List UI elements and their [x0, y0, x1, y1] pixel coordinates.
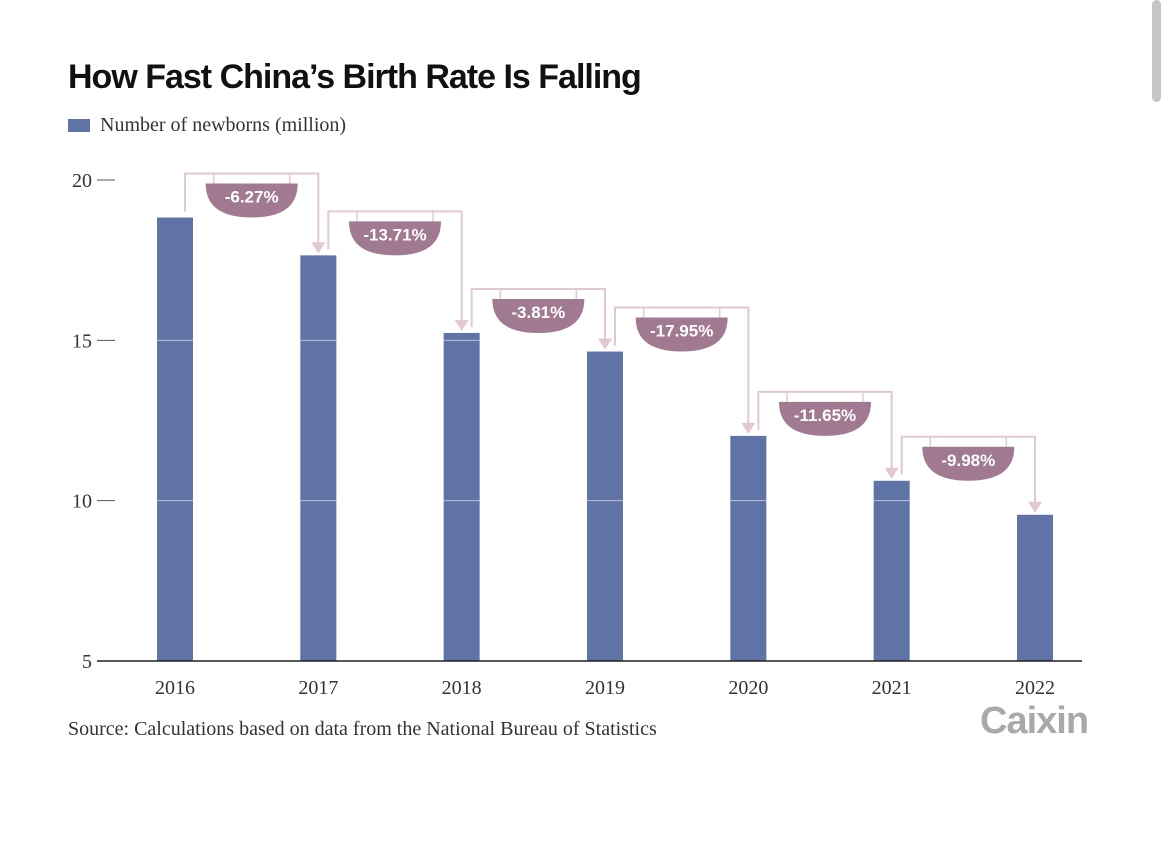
change-badge — [922, 446, 1015, 481]
x-tick-label: 2022 — [1015, 677, 1055, 699]
change-arrow — [741, 422, 756, 434]
bar — [587, 351, 623, 661]
change-arrow — [598, 338, 612, 350]
bar — [157, 217, 193, 661]
change-connector — [184, 172, 320, 244]
x-tick-label: 2020 — [728, 677, 768, 699]
change-connector — [614, 306, 750, 424]
change-label: -6.27% — [225, 188, 279, 207]
y-tick-label: 20 — [72, 170, 92, 192]
change-label: -9.98% — [941, 451, 995, 470]
change-badge — [635, 317, 728, 352]
legend-label: Number of newborns (million) — [100, 113, 347, 136]
chart-title: How Fast China’s Birth Rate Is Falling — [68, 58, 642, 96]
change-label: -17.95% — [650, 322, 713, 341]
y-tick-label: 15 — [72, 330, 92, 352]
change-arrow — [884, 467, 899, 479]
x-tick-label: 2019 — [585, 677, 625, 699]
change-badge — [205, 183, 298, 218]
x-tick-label: 2018 — [442, 677, 482, 699]
y-tick-label: 5 — [82, 651, 92, 673]
scrollbar-thumb[interactable] — [1152, 0, 1161, 102]
change-connector — [327, 210, 463, 321]
x-tick-label: 2017 — [298, 677, 338, 699]
bar — [1017, 514, 1053, 661]
legend-swatch — [68, 118, 90, 132]
change-label: -3.81% — [511, 303, 565, 322]
change-badge — [492, 298, 585, 333]
change-connector — [900, 435, 1036, 503]
caixin-logo: Caixin — [980, 700, 1089, 742]
bar — [730, 435, 767, 661]
change-arrow — [454, 319, 469, 331]
x-tick-label: 2016 — [155, 677, 195, 699]
change-connector — [470, 287, 606, 340]
source-note: Source: Calculations based on data from … — [68, 718, 657, 740]
bar — [443, 332, 480, 661]
bar — [300, 255, 337, 661]
change-badge — [349, 221, 441, 256]
chart-legend: Number of newborns (million) — [68, 113, 346, 137]
x-tick-label: 2021 — [872, 677, 912, 699]
bar — [873, 480, 910, 661]
change-label: -11.65% — [794, 406, 856, 425]
change-arrow — [311, 242, 326, 254]
change-arrow — [1028, 501, 1042, 513]
change-badge — [779, 401, 871, 436]
change-label: -13.71% — [363, 225, 426, 244]
change-connector — [757, 390, 893, 469]
y-tick-label: 10 — [72, 491, 92, 513]
